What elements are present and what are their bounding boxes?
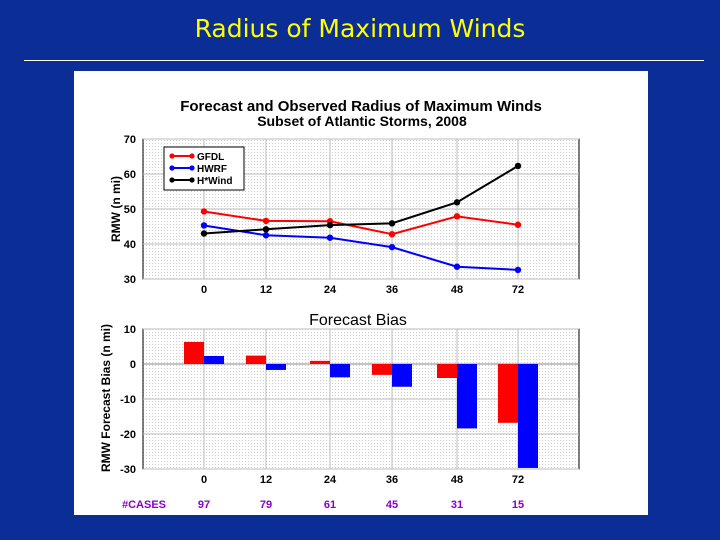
legend-marker-hwind <box>169 177 175 183</box>
data-point-gfdl <box>514 221 522 228</box>
top-y-tick-label: 60 <box>124 169 136 181</box>
bias-bar-gfdl <box>498 364 518 423</box>
bias-bar-gfdl <box>246 355 266 364</box>
chart-panel: Forecast and Observed Radius of Maximum … <box>74 71 648 515</box>
bottom-x-tick-label: 48 <box>451 474 463 486</box>
bar-chart-title: Forecast Bias <box>309 312 407 329</box>
bottom-x-tick-label: 12 <box>260 474 272 486</box>
case-count: 45 <box>386 499 398 511</box>
data-point-hwind <box>514 162 522 170</box>
top-x-tick-label: 12 <box>260 284 272 296</box>
bottom-y-tick-label: -30 <box>120 464 136 476</box>
data-point-hwind <box>200 230 208 237</box>
bottom-x-tick-label: 72 <box>512 474 524 486</box>
bias-bar-hwrf <box>330 364 350 378</box>
chart-figure: Forecast and Observed Radius of Maximum … <box>99 98 580 511</box>
top-y-tick-label: 30 <box>124 274 136 286</box>
bias-bar-gfdl <box>184 341 204 364</box>
bar-chart-ylabel: RMW Forecast Bias (n mi) <box>99 324 113 472</box>
bias-bar-gfdl <box>372 364 392 375</box>
legend-marker-hwind <box>189 177 195 183</box>
bias-bar-hwrf <box>266 364 286 370</box>
series-line-gfdl <box>203 210 519 236</box>
series-line-hwrf <box>203 224 519 271</box>
bottom-x-tick-label: 36 <box>386 474 398 486</box>
bias-bar-hwrf <box>392 364 412 387</box>
bottom-y-tick-label: 0 <box>130 359 136 371</box>
bottom-x-tick-label: 24 <box>324 474 337 486</box>
top-x-tick-label: 48 <box>451 284 463 296</box>
bias-bar-hwrf <box>457 364 477 429</box>
bottom-y-tick-label: -10 <box>120 394 136 406</box>
bias-bar-hwrf <box>204 355 224 364</box>
data-point-gfdl <box>200 208 208 215</box>
top-x-tick-label: 36 <box>386 284 398 296</box>
slide-title: Radius of Maximum Winds <box>194 14 526 43</box>
legend-label-gfdl: GFDL <box>197 152 224 163</box>
data-point-hwind <box>326 221 334 229</box>
data-point-gfdl <box>453 213 461 220</box>
legend-label-hwrf: HWRF <box>197 164 227 175</box>
top-x-tick-label: 0 <box>201 284 207 296</box>
top-x-tick-label: 24 <box>324 284 337 296</box>
legend-label-hwind: H*Wind <box>197 176 232 187</box>
cases-label: #CASES <box>122 499 166 511</box>
top-y-tick-label: 50 <box>124 204 136 216</box>
bias-bar-gfdl <box>310 360 330 364</box>
data-point-hwind <box>388 220 396 227</box>
legend-marker-hwrf <box>189 165 195 171</box>
case-count: 61 <box>324 499 336 511</box>
data-point-hwrf <box>200 222 208 229</box>
top-y-tick-label: 70 <box>124 134 136 146</box>
data-point-hwrf <box>453 263 461 270</box>
series-line-hwind <box>203 165 519 235</box>
data-point-gfdl <box>388 231 396 238</box>
data-point-hwrf <box>514 266 522 274</box>
data-point-hwrf <box>388 243 396 251</box>
case-count: 97 <box>198 499 210 511</box>
line-chart-subtitle: Subset of Atlantic Storms, 2008 <box>257 113 467 129</box>
data-point-gfdl <box>262 217 270 225</box>
bottom-y-tick-label: 10 <box>124 324 136 336</box>
title-divider <box>24 60 704 61</box>
top-y-tick-label: 40 <box>124 239 136 251</box>
case-count: 15 <box>512 499 524 511</box>
case-count: 31 <box>451 499 463 511</box>
top-x-tick-label: 72 <box>512 284 524 296</box>
legend-marker-gfdl <box>189 153 195 159</box>
line-chart-title: Forecast and Observed Radius of Maximum … <box>180 98 542 115</box>
bias-bar-hwrf <box>518 364 538 468</box>
line-chart-ylabel: RMW (n mi) <box>109 176 123 242</box>
legend-marker-hwrf <box>169 165 175 171</box>
data-point-hwrf <box>262 232 270 239</box>
bottom-y-tick-label: -20 <box>120 429 136 441</box>
data-point-hwind <box>262 226 270 233</box>
data-point-hwrf <box>326 234 334 241</box>
data-point-hwind <box>453 199 461 206</box>
case-count: 79 <box>260 499 272 511</box>
legend-marker-gfdl <box>169 153 175 159</box>
bias-bar-gfdl <box>437 364 457 378</box>
bottom-x-tick-label: 0 <box>201 474 207 486</box>
